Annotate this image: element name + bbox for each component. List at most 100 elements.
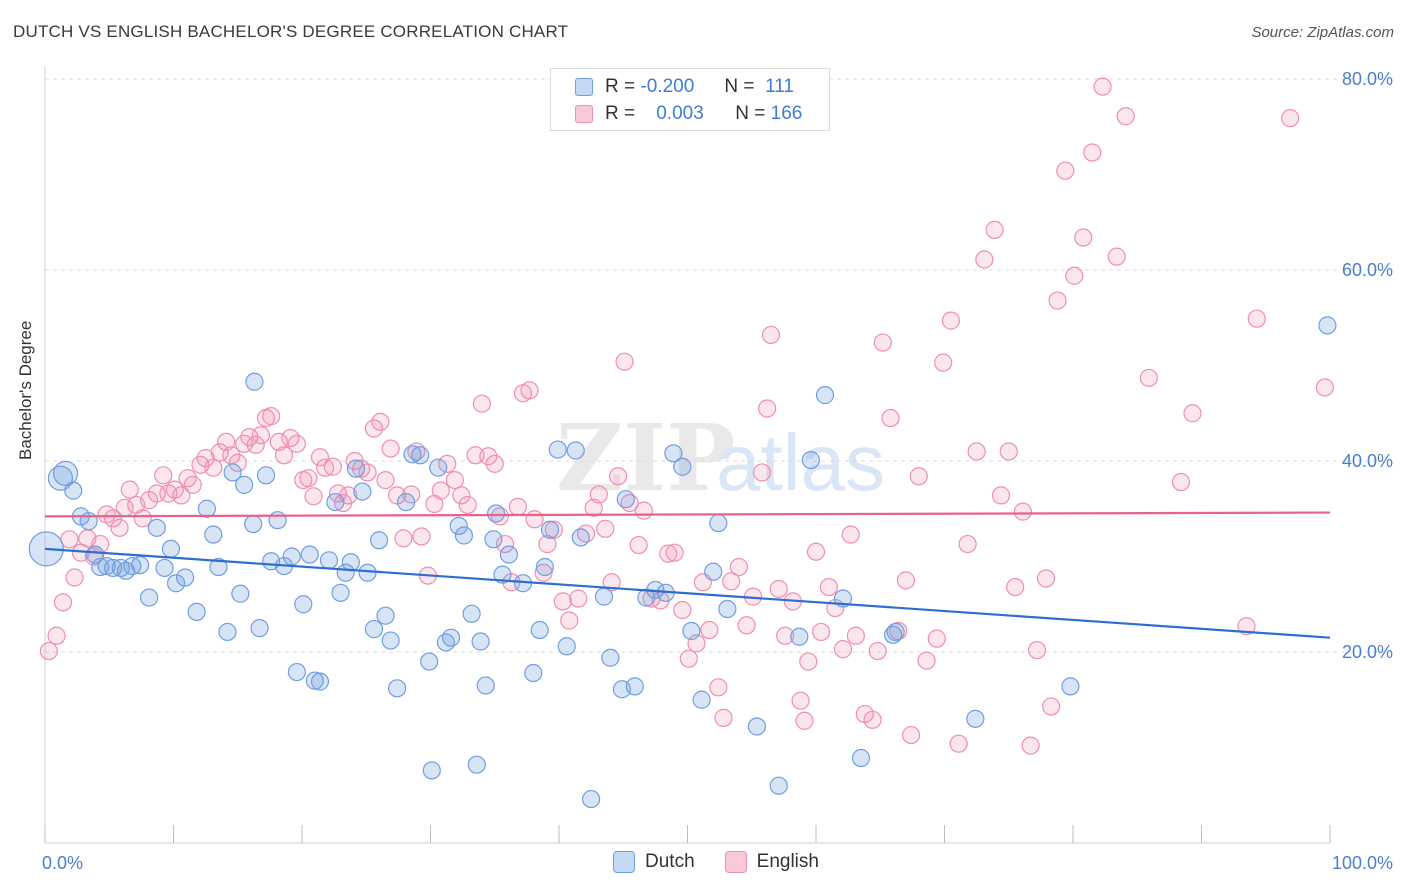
english-point <box>269 432 288 451</box>
dutch-point <box>566 441 585 460</box>
legend-item-english[interactable]: English <box>724 851 819 873</box>
english-point <box>967 442 986 461</box>
english-point <box>679 649 698 668</box>
dutch-point <box>376 606 395 625</box>
dutch-point <box>886 622 905 642</box>
english-point <box>609 467 628 486</box>
dutch-r-value: -0.200 <box>640 76 695 97</box>
english-point <box>316 458 335 477</box>
english-point <box>569 589 588 608</box>
dutch-point <box>594 587 614 606</box>
english-point <box>1237 617 1256 636</box>
dutch-point <box>139 588 159 607</box>
dutch-point <box>851 748 871 768</box>
y-axis-label: Bachelor's Degree <box>16 320 35 460</box>
english-point <box>47 626 66 645</box>
english-point <box>615 352 634 371</box>
dutch-point <box>718 599 737 619</box>
dutch-legend-swatch <box>613 851 635 873</box>
dutch-point <box>387 679 407 698</box>
english-point <box>673 600 692 620</box>
dutch-point <box>47 465 74 491</box>
english-point <box>1315 378 1334 397</box>
english-point <box>431 481 450 500</box>
english-point <box>228 453 247 473</box>
dutch-point <box>524 663 543 683</box>
gridlines <box>45 78 1392 653</box>
english-point <box>217 432 236 451</box>
dutch-point <box>484 530 503 549</box>
correlation-legend: R = -0.200 N = 111 R = 0.003 N = 166 <box>550 68 830 131</box>
english-point <box>110 518 129 537</box>
english-point <box>133 509 152 528</box>
dutch-point <box>682 621 701 641</box>
english-point <box>495 534 515 554</box>
dutch-point <box>319 551 339 570</box>
legend-item-dutch[interactable]: Dutch <box>613 851 695 873</box>
english-point <box>934 353 953 372</box>
english-r-value: 0.003 <box>656 103 704 124</box>
english-point <box>722 572 741 591</box>
dutch-point <box>411 446 430 465</box>
english-point <box>53 593 73 612</box>
english-n-value: 166 <box>770 103 803 124</box>
english-point <box>927 629 946 648</box>
dutch-point <box>209 557 228 577</box>
dutch-point <box>256 466 276 485</box>
english-point <box>634 501 653 520</box>
english-point <box>394 529 413 548</box>
legend-row-dutch: R = -0.200 N = 111 <box>575 76 794 98</box>
dutch-point <box>244 514 263 534</box>
dutch-point <box>245 372 264 391</box>
english-point <box>958 534 977 554</box>
english-point <box>665 543 684 562</box>
english-point <box>1116 107 1135 126</box>
english-point <box>949 734 968 753</box>
trend-lines <box>44 511 1331 639</box>
dutch-point <box>883 625 903 644</box>
english-point <box>274 446 294 465</box>
english-point <box>758 399 777 418</box>
dutch-point <box>557 637 576 656</box>
y-tick-label: 20.0% <box>1342 642 1393 662</box>
english-point <box>999 442 1018 461</box>
dutch-legend-label: Dutch <box>645 851 695 872</box>
english-point <box>452 486 471 505</box>
english-point <box>104 509 123 528</box>
dutch-point <box>91 557 110 577</box>
english-point <box>812 622 831 642</box>
english-point <box>553 592 572 611</box>
english-point <box>1021 736 1040 755</box>
english-point <box>795 711 814 730</box>
dutch-point <box>1318 316 1337 335</box>
english-point <box>387 486 407 505</box>
english-point <box>806 542 826 561</box>
english-point <box>841 525 860 544</box>
dutch-point <box>664 444 683 463</box>
english-point <box>1281 109 1300 128</box>
dutch-swatch <box>575 78 593 96</box>
dutch-n-value: 111 <box>765 76 794 97</box>
english-point <box>1171 472 1191 492</box>
dutch-point <box>282 547 301 566</box>
y-tick-label: 60.0% <box>1342 260 1393 280</box>
dutch-point <box>341 553 360 572</box>
english-point <box>602 573 621 592</box>
english-point <box>262 407 281 426</box>
english-point <box>544 520 563 539</box>
dutch-point <box>601 648 620 667</box>
english-point <box>846 626 865 645</box>
english-point <box>584 498 603 517</box>
english-point <box>776 626 795 645</box>
english-point <box>1056 161 1075 180</box>
english-point <box>154 466 173 485</box>
english-point <box>479 447 498 466</box>
dutch-point <box>147 518 166 537</box>
dutch-point <box>381 631 400 650</box>
dutch-point <box>462 604 481 623</box>
english-point <box>1013 502 1032 521</box>
english-point <box>310 448 330 467</box>
english-point <box>863 710 882 729</box>
english-point <box>659 544 678 563</box>
english-point <box>589 485 608 504</box>
